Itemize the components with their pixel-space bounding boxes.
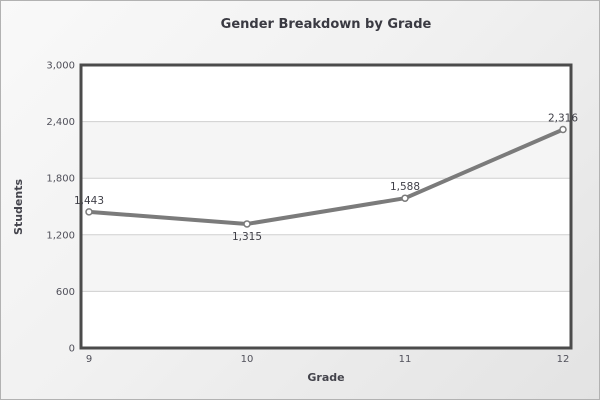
data-point-marker[interactable] bbox=[243, 220, 251, 228]
data-point-label: 1,443 bbox=[74, 195, 104, 207]
x-tick-label: 10 bbox=[241, 354, 254, 365]
data-point-label: 1,588 bbox=[390, 181, 420, 193]
chart-title: Gender Breakdown by Grade bbox=[221, 17, 432, 32]
y-tick-label: 2,400 bbox=[46, 117, 75, 128]
plot-border bbox=[79, 63, 573, 350]
data-point-marker[interactable] bbox=[559, 125, 567, 134]
data-point-label: 2,316 bbox=[548, 113, 578, 125]
y-tick-label: 1,200 bbox=[46, 230, 75, 241]
plot-bands bbox=[81, 65, 571, 348]
y-tick-label: 600 bbox=[56, 287, 75, 298]
y-tick-label: 3,000 bbox=[46, 61, 75, 72]
plot-band bbox=[81, 178, 571, 235]
data-point-marker[interactable] bbox=[85, 208, 93, 216]
axis-tick-labels: 0 600 1,200 1,800 2,400 3,000 9 10 11 12 bbox=[46, 61, 569, 366]
plot-band bbox=[81, 65, 571, 122]
y-axis-title: Students bbox=[12, 179, 25, 235]
data-series bbox=[85, 125, 567, 228]
x-tick-label: 11 bbox=[399, 354, 412, 365]
series-line bbox=[87, 127, 565, 226]
x-tick-label: 12 bbox=[557, 354, 570, 365]
data-labels: 1,443 1,315 1,588 2,316 bbox=[74, 113, 578, 243]
data-point-label: 1,315 bbox=[232, 231, 262, 243]
y-tick-label: 0 bbox=[69, 344, 75, 355]
data-point-marker[interactable] bbox=[401, 194, 409, 202]
plot-band bbox=[81, 234, 571, 292]
x-axis-title: Grade bbox=[307, 371, 344, 384]
y-tick-label: 1,800 bbox=[46, 174, 75, 185]
plot-band bbox=[81, 291, 571, 348]
gridlines bbox=[81, 121, 571, 292]
plot-band bbox=[81, 121, 571, 179]
x-tick-label: 9 bbox=[86, 354, 92, 365]
